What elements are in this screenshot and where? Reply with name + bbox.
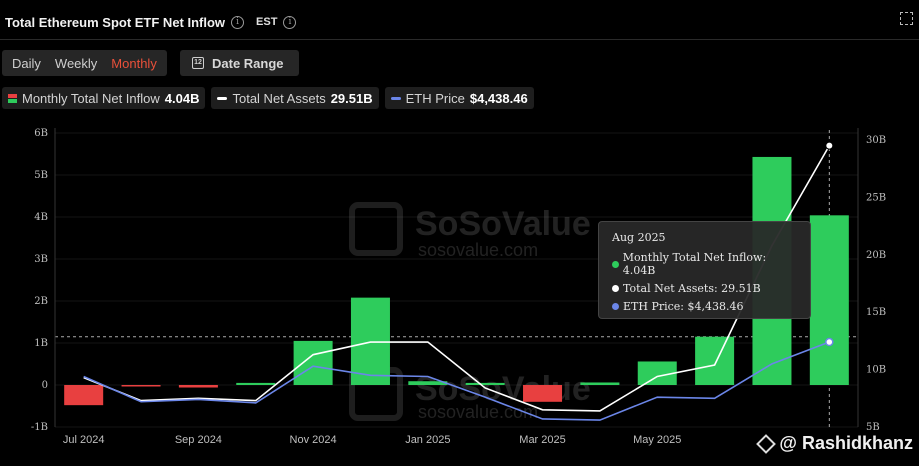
legend-label: ETH Price — [405, 90, 465, 106]
bar-net-inflow — [64, 385, 104, 406]
tooltip-price-text: ETH Price: $4,438.46 — [623, 300, 744, 313]
x-tick-label: Sep 2024 — [175, 434, 222, 446]
author-credit-text: @ Rashidkhanz — [779, 433, 913, 453]
header-divider — [0, 39, 919, 40]
green-dot-icon — [612, 260, 619, 268]
bar-net-inflow — [408, 381, 448, 385]
interval-tabs: Daily Weekly Monthly — [2, 50, 167, 76]
info-icon[interactable]: i — [231, 15, 245, 29]
calendar-icon: 12 — [192, 57, 204, 69]
tooltip-assets-text: Total Net Assets: 29.51B — [623, 282, 761, 295]
y-left-tick-label: 5B — [34, 170, 48, 181]
tooltip-row-price: ETH Price: $4,438.46 — [612, 300, 797, 313]
bar-net-inflow — [236, 382, 276, 385]
bar-net-inflow — [809, 215, 849, 385]
fullscreen-icon[interactable] — [900, 12, 913, 25]
y-left-tick-label: 6B — [34, 128, 48, 139]
y-right-tick-label: 30B — [866, 135, 886, 146]
bar-net-inflow — [695, 336, 735, 385]
watermark-url-2: sosovalue.com — [418, 402, 538, 422]
line-total-net-assets — [83, 145, 831, 412]
tooltip-inflow-text: Monthly Total Net Inflow: 4.04B — [622, 251, 767, 277]
y-right-tick-label: 15B — [866, 307, 886, 318]
bar-net-inflow — [580, 382, 620, 385]
x-tick-label: Jul 2024 — [63, 434, 105, 446]
legend-label: Monthly Total Net Inflow — [22, 90, 160, 106]
legend-net-assets[interactable]: Total Net Assets 29.51B — [211, 87, 379, 109]
line-eth-price — [83, 341, 830, 421]
point-total-net-assets — [825, 141, 834, 150]
date-range-label: Date Range — [212, 55, 284, 71]
y-left-tick-label: 2B — [34, 296, 48, 307]
bar-net-inflow — [178, 385, 218, 388]
x-tick-label: Mar 2025 — [519, 434, 565, 446]
tooltip-row-assets: Total Net Assets: 29.51B — [612, 282, 797, 295]
timezone-info-icon[interactable]: i — [283, 15, 297, 29]
bar-swatch-icon — [8, 93, 17, 103]
legend: Monthly Total Net Inflow 4.04B Total Net… — [2, 87, 534, 109]
bar-net-inflow — [637, 361, 677, 385]
tooltip-row-inflow: Monthly Total Net Inflow: 4.04B — [612, 251, 797, 277]
legend-value: 29.51B — [330, 90, 373, 106]
y-left-tick-label: 3B — [34, 254, 48, 265]
blue-dot-icon — [612, 303, 619, 310]
watermark-brand: SoSoValue — [415, 205, 591, 243]
tab-daily[interactable]: Daily — [12, 55, 41, 71]
legend-value: $4,438.46 — [469, 90, 528, 106]
y-right-tick-label: 10B — [866, 365, 886, 376]
y-right-tick-label: 20B — [866, 250, 886, 261]
legend-value: 4.04B — [164, 90, 200, 106]
y-left-tick-label: 4B — [34, 212, 48, 223]
y-left-tick-label: 1B — [34, 338, 48, 349]
white-dot-icon — [612, 285, 619, 292]
y-left-tick-label: -1B — [31, 422, 48, 433]
line-swatch-icon — [217, 96, 228, 100]
legend-eth-price[interactable]: ETH Price $4,438.46 — [384, 87, 534, 109]
tooltip: Aug 2025 Monthly Total Net Inflow: 4.04B… — [598, 221, 811, 319]
author-credit: @ Rashidkhanz — [756, 433, 913, 454]
date-range-button[interactable]: 12 Date Range — [180, 50, 299, 76]
point-eth-price — [825, 337, 834, 347]
chart-title-bar: Total Ethereum Spot ETF Net Inflow i EST… — [5, 8, 297, 36]
y-right-tick-label: 5B — [866, 422, 880, 433]
x-tick-label: May 2025 — [633, 434, 681, 446]
chart-title: Total Ethereum Spot ETF Net Inflow — [5, 14, 226, 30]
tab-weekly[interactable]: Weekly — [54, 55, 98, 71]
timezone-label: EST — [256, 16, 278, 28]
watermark-logo-icon — [349, 202, 403, 256]
tab-monthly[interactable]: Monthly — [111, 55, 157, 71]
bar-net-inflow — [465, 382, 505, 385]
x-tick-label: Jan 2025 — [405, 434, 450, 446]
binance-logo-icon — [756, 433, 777, 454]
legend-label: Total Net Assets — [232, 90, 326, 106]
line-swatch-icon — [390, 96, 401, 100]
watermark-url: sosovalue.com — [418, 240, 538, 260]
y-right-tick-label: 25B — [866, 192, 886, 203]
x-tick-label: Nov 2024 — [290, 434, 337, 446]
tooltip-title: Aug 2025 — [612, 231, 666, 244]
legend-net-inflow[interactable]: Monthly Total Net Inflow 4.04B — [2, 87, 206, 109]
bar-net-inflow — [293, 340, 333, 385]
bar-net-inflow — [523, 385, 563, 402]
bar-net-inflow — [121, 385, 161, 387]
y-left-tick-label: 0 — [42, 380, 48, 391]
